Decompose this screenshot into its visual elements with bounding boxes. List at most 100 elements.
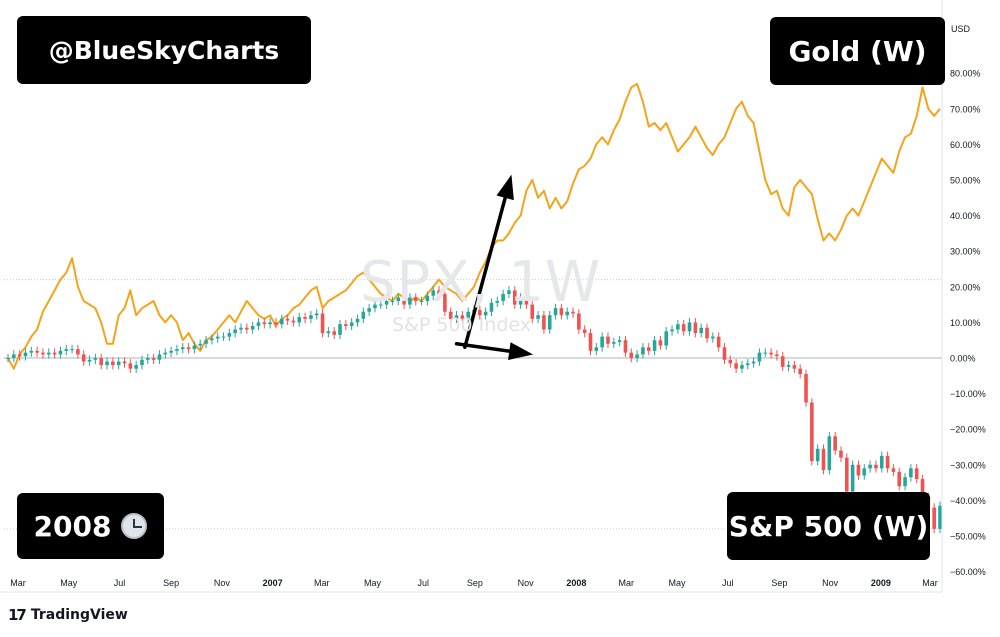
y-tick-label: −50.00% [950,532,986,542]
spx-candle-body [670,329,674,332]
y-tick-label: −30.00% [950,460,986,470]
spx-candle-body [122,361,127,364]
spx-candle-body [938,505,942,529]
spx-candle-body [81,354,86,362]
spx-candle-body [652,340,657,351]
spx-candle-body [285,318,290,321]
spx-candle-body [612,341,616,344]
spx-candle-body [699,327,703,334]
y-tick-label: −20.00% [950,425,986,435]
gold-badge-text: Gold (W) [788,34,927,68]
gold-series [7,82,941,370]
x-tick-label: Sep [467,578,483,588]
spx-candle-body [711,336,715,339]
spx-candle-body [338,324,342,335]
spx-candle-body [646,347,651,351]
tradingview-logo-mark: 17 [8,606,27,624]
spx-candle-body [309,315,313,319]
x-tick-label: Sep [771,578,787,588]
spx-candle-body [827,436,832,471]
spx-candle-body [606,336,610,344]
x-tick-label: Nov [214,578,231,588]
spx-candle-body [408,297,412,305]
y-tick-label: −40.00% [950,496,986,506]
spx-candle-body [93,358,98,360]
spx-candle-body [221,336,226,338]
annotation-arrow-head [508,342,534,361]
spx-candle-body [553,308,558,316]
spx-candle-body [903,477,907,487]
spx-candle-body [262,322,267,325]
spx-candle-body [600,336,604,348]
x-tick-label: Jul [114,578,126,588]
spx-candle-body [367,308,371,312]
gold-line [7,82,941,370]
y-tick-label: −60.00% [950,567,986,577]
handle-text: @BlueSkyCharts [48,35,280,65]
spx-candle-body [198,343,203,346]
spx-candle-body [41,352,45,355]
spx-candle-body [70,349,74,351]
spx-candle-body [227,333,232,337]
x-tick-label: 2009 [871,578,891,588]
spx-candle-body [297,317,302,323]
spx-candle-body [687,322,692,332]
spx-badge-text: S&P 500 (W) [728,509,929,543]
x-tick-label: Jul [417,578,429,588]
annotation-arrow-head [496,174,514,201]
year-text: 2008 [33,509,112,543]
spx-candle-body [501,293,505,302]
spx-candle-body [588,333,593,351]
x-tick-label: Nov [518,578,535,588]
spx-candle-body [134,365,138,369]
spx-candle-body [64,349,69,351]
spx-candle-body [355,318,360,323]
x-tick-label: 2008 [566,578,586,588]
spx-candle-body [792,365,797,369]
spx-candles [6,286,942,534]
spx-candle-body [175,349,179,351]
x-tick-label: Mar [10,578,26,588]
spx-candle-body [169,350,173,353]
spx-candle-body [215,336,220,339]
spx-candle-body [58,350,63,355]
spx-candle-body [658,340,663,346]
spx-candle-body [565,311,569,316]
spx-candle-body [245,327,249,330]
spx-candle-body [99,358,103,366]
spx-badge: S&P 500 (W) [727,492,930,560]
spx-candle-body [728,359,733,364]
spx-candle-body [920,479,925,497]
spx-candle-body [151,358,156,360]
y-tick-label: 50.00% [950,176,981,186]
spx-candle-body [291,320,296,323]
y-tick-label: 10.00% [950,318,981,328]
x-tick-label: Jul [722,578,734,588]
spx-candle-body [326,331,331,334]
spx-candle-body [402,297,406,305]
spx-candle-body [379,304,383,306]
spx-candle-body [250,325,255,330]
gold-badge: Gold (W) [770,17,945,85]
tradingview-logo[interactable]: 17 TradingView [8,606,128,624]
spx-candle-body [617,340,622,342]
spx-candle-body [839,450,843,458]
spx-candle-body [815,448,820,462]
spx-candle-body [437,290,441,294]
spx-candle-body [105,361,109,366]
spx-candle-body [582,329,587,334]
spx-candle-body [845,457,849,492]
year-badge: 2008 [17,493,164,559]
spx-candle-body [268,322,272,325]
spx-candle-body [786,365,791,367]
spx-candle-body [862,468,867,476]
spx-candle-body [856,464,861,476]
spx-candle-body [810,402,814,462]
spx-candle-body [798,368,802,375]
spx-candle-body [751,361,756,364]
y-tick-label: 40.00% [950,211,981,221]
spx-candle-body [559,308,564,316]
spx-candle-body [629,352,634,358]
spx-candle-body [495,301,500,303]
